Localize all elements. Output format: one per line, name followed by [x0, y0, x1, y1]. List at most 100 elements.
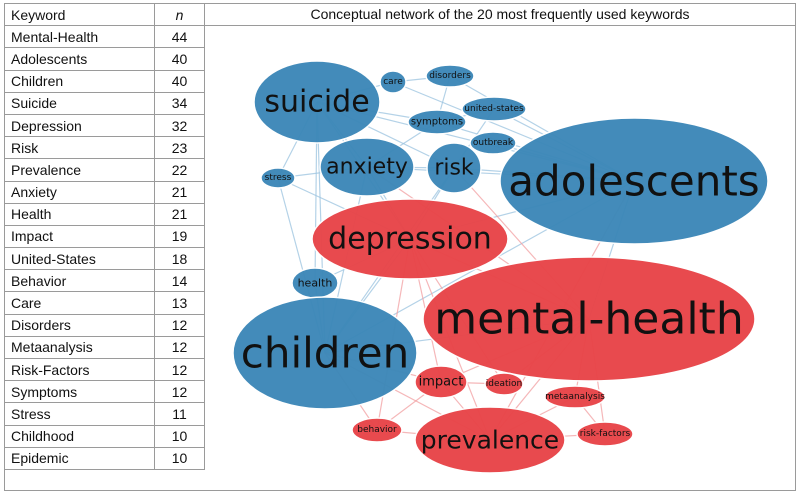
node-suicide: suicide — [253, 60, 381, 144]
keyword-cell: Suicide — [4, 91, 155, 115]
keyword-cell: Adolescents — [4, 47, 155, 71]
node-metaanalysis: metaanalysis — [544, 385, 606, 409]
keyword-cell: Childhood — [4, 424, 155, 448]
node-bubble — [499, 117, 769, 245]
node-bubble — [232, 296, 418, 410]
node-mental-health: mental-health — [422, 256, 756, 382]
node-bubble — [311, 198, 509, 280]
node-label: anxiety — [326, 155, 408, 180]
node-bubble — [253, 60, 381, 144]
count-cell: 12 — [154, 335, 205, 360]
count-cell: 23 — [154, 136, 205, 160]
count-cell: 32 — [154, 113, 205, 138]
node-label: children — [241, 329, 410, 378]
keyword-cell: Risk — [4, 136, 155, 160]
table-row: Mental-Health 44 — [4, 25, 205, 49]
count-cell: 22 — [154, 158, 205, 182]
node-bubble — [407, 109, 467, 135]
keyword-cell: Epidemic — [4, 446, 155, 470]
count-cell: 21 — [154, 202, 205, 226]
node-risk: risk — [426, 142, 482, 194]
node-bubble — [414, 406, 566, 474]
count-cell: 13 — [154, 291, 205, 315]
keyword-cell: Symptoms — [4, 380, 155, 404]
keyword-column-header: Keyword — [4, 2, 155, 27]
node-disorders: disorders — [425, 64, 475, 88]
keyword-cell: Disorders — [4, 313, 155, 337]
keyword-cell: Behavior — [4, 269, 155, 293]
node-outbreak: outbreak — [469, 131, 517, 155]
node-label: behavior — [357, 425, 397, 435]
node-label: depression — [328, 222, 492, 257]
count-column-header: n — [154, 2, 205, 27]
node-label: risk — [434, 156, 474, 181]
node-depression: depression — [311, 198, 509, 280]
node-bubble — [425, 64, 475, 88]
count-cell: 14 — [154, 269, 205, 293]
keyword-cell: Depression — [4, 113, 155, 138]
count-cell: 21 — [154, 180, 205, 204]
node-symptoms: symptoms — [407, 109, 467, 135]
node-bubble — [426, 142, 482, 194]
table-row: Symptoms 12 — [4, 380, 205, 404]
count-cell: 34 — [154, 91, 205, 115]
count-cell: 40 — [154, 47, 205, 71]
keyword-cell: Metaanalysis — [4, 335, 155, 360]
node-bubble — [461, 96, 527, 122]
node-label: risk-factors — [580, 429, 631, 439]
keyword-cell: Health — [4, 202, 155, 226]
count-cell: 11 — [154, 402, 205, 426]
node-ideation: ideation — [484, 372, 524, 396]
node-behavior: behavior — [351, 417, 403, 443]
node-label: symptoms — [411, 117, 463, 128]
table-row: Prevalence 22 — [4, 158, 205, 182]
table-header-row: Keyword n — [4, 2, 205, 27]
node-bubble — [544, 385, 606, 409]
keyword-cell: Mental-Health — [4, 25, 155, 49]
table-row: Suicide 34 — [4, 91, 205, 115]
node-label: prevalence — [421, 426, 559, 455]
table-row: Adolescents 40 — [4, 47, 205, 71]
count-cell: 10 — [154, 446, 205, 470]
node-bubble — [576, 421, 634, 447]
node-children: children — [232, 296, 418, 410]
node-prevalence: prevalence — [414, 406, 566, 474]
node-risk-factors: risk-factors — [576, 421, 634, 447]
count-cell: 18 — [154, 247, 205, 271]
table-row: Risk-Factors 12 — [4, 357, 205, 382]
node-bubble — [319, 137, 415, 197]
keyword-cell: Stress — [4, 402, 155, 426]
node-health: health — [291, 267, 339, 299]
node-bubble — [379, 70, 407, 94]
network-title: Conceptual network of the 20 most freque… — [204, 3, 796, 26]
node-bubble — [260, 167, 296, 189]
keyword-table: Keyword n Mental-Health 44 Adolescents 40 Ch… — [4, 2, 205, 470]
node-adolescents: adolescents — [499, 117, 769, 245]
node-label: metaanalysis — [545, 392, 605, 402]
keyword-cell: Risk-Factors — [4, 357, 155, 382]
keyword-network-diagram: suicide care disorders symptomsunited-state… — [232, 60, 769, 474]
table-row: Childhood 10 — [4, 424, 205, 448]
node-label: united-states — [464, 104, 524, 114]
keyword-cell: Children — [4, 69, 155, 93]
node-anxiety: anxiety — [319, 137, 415, 197]
count-cell: 10 — [154, 424, 205, 448]
table-row: Impact 19 — [4, 224, 205, 249]
count-cell: 12 — [154, 357, 205, 382]
count-cell: 44 — [154, 25, 205, 49]
count-cell: 40 — [154, 69, 205, 93]
node-label: disorders — [429, 71, 471, 81]
count-cell: 19 — [154, 224, 205, 249]
table-row: United-States 18 — [4, 247, 205, 271]
node-label: suicide — [264, 85, 369, 120]
table-row: Health 21 — [4, 202, 205, 226]
node-label: mental-health — [434, 294, 743, 345]
keyword-table-body: Mental-Health 44 Adolescents 40 Children 40 Su… — [4, 25, 205, 470]
keyword-cell: Care — [4, 291, 155, 315]
table-row: Behavior 14 — [4, 269, 205, 293]
table-row: Children 40 — [4, 69, 205, 93]
node-label: health — [298, 277, 333, 290]
table-row: Care 13 — [4, 291, 205, 315]
table-row: Anxiety 21 — [4, 180, 205, 204]
node-impact: impact — [414, 365, 468, 399]
